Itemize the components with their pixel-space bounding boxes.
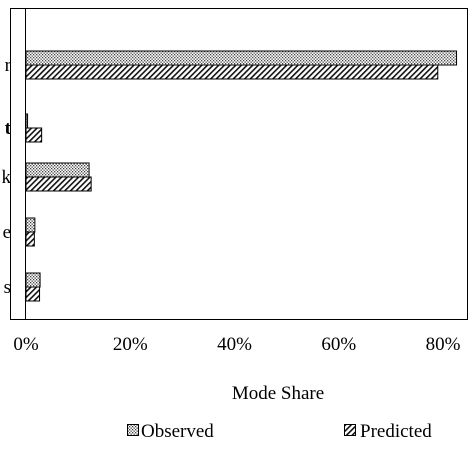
x-tick-label-3: 60%	[321, 334, 356, 355]
legend: Observed Predicted	[127, 421, 432, 442]
x-tick-label-1: 20%	[113, 334, 148, 355]
bar-predicted-0	[25, 64, 439, 80]
bar-observed-1	[25, 113, 29, 129]
x-tick-label-0: 0%	[13, 334, 39, 355]
bar-observed-2	[25, 162, 90, 178]
bar-predicted-3	[25, 231, 35, 247]
x-tick-label-2: 40%	[217, 334, 252, 355]
category-label-4: s	[4, 277, 11, 298]
category-labels: r t k e s	[2, 55, 12, 298]
bar-observed-0	[25, 50, 458, 66]
legend-label-observed: Observed	[141, 421, 214, 442]
bars-layer	[25, 50, 458, 302]
plot-frame	[10, 8, 468, 320]
bar-predicted-4	[25, 286, 41, 302]
category-label-1: t	[5, 118, 12, 139]
category-label-0: r	[5, 55, 12, 76]
legend-swatch-observed	[127, 424, 139, 436]
x-axis-label: Mode Share	[232, 383, 324, 404]
x-tick-labels: 0% 20% 40% 60% 80%	[13, 334, 460, 355]
bar-predicted-1	[25, 127, 43, 143]
bar-observed-3	[25, 217, 36, 233]
category-label-3: e	[3, 222, 11, 243]
category-label-2: k	[2, 167, 12, 188]
bar-predicted-2	[25, 176, 92, 192]
legend-swatch-predicted	[344, 424, 356, 436]
x-tick-label-4: 80%	[426, 334, 461, 355]
bar-observed-4	[25, 272, 41, 288]
legend-label-predicted: Predicted	[360, 421, 432, 442]
